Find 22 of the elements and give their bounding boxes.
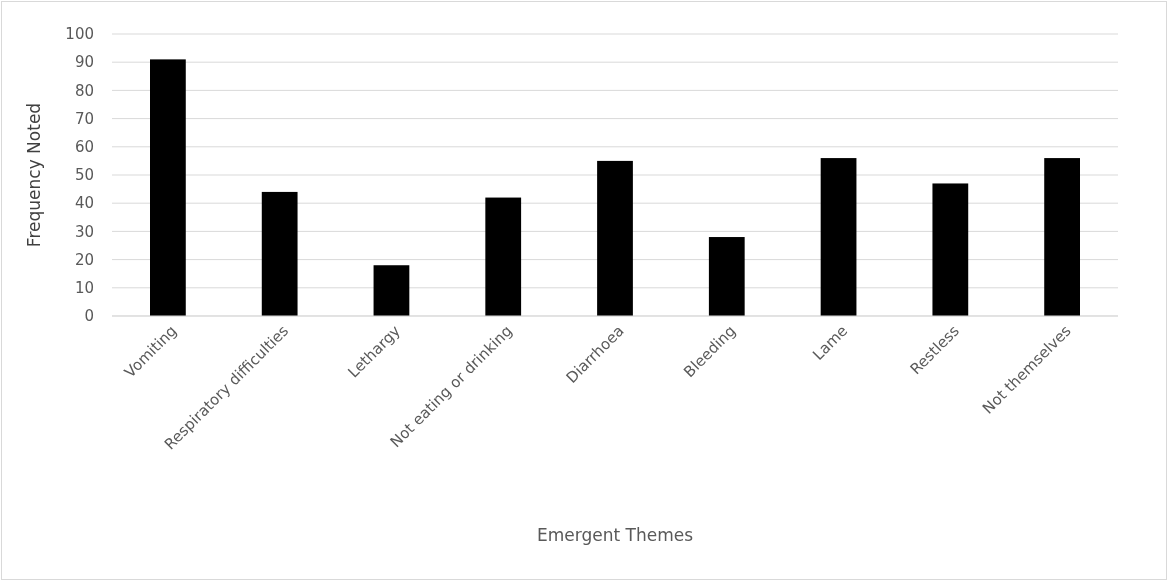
bar bbox=[597, 160, 633, 316]
y-tick-label: 60 bbox=[74, 138, 94, 157]
bar bbox=[820, 158, 857, 316]
y-tick-label: 30 bbox=[74, 222, 94, 241]
y-tick-label: 0 bbox=[84, 307, 94, 326]
y-tick-label: 40 bbox=[74, 194, 94, 213]
y-tick-label: 70 bbox=[74, 109, 94, 128]
x-axis-title: Emergent Themes bbox=[536, 525, 694, 545]
y-tick-label: 20 bbox=[74, 250, 94, 269]
y-tick-label: 80 bbox=[74, 81, 94, 100]
bar bbox=[708, 237, 745, 316]
y-tick-label: 50 bbox=[74, 166, 94, 185]
y-tick-label: 90 bbox=[74, 53, 94, 72]
bar bbox=[932, 183, 969, 316]
bar bbox=[373, 265, 410, 316]
bar bbox=[261, 191, 298, 316]
y-axis-title: Frequency Noted bbox=[24, 102, 44, 248]
y-tick-label: 10 bbox=[74, 279, 94, 298]
bar bbox=[485, 197, 522, 316]
y-tick-label: 100 bbox=[65, 25, 94, 44]
bar bbox=[1044, 158, 1080, 316]
bar bbox=[150, 59, 186, 316]
